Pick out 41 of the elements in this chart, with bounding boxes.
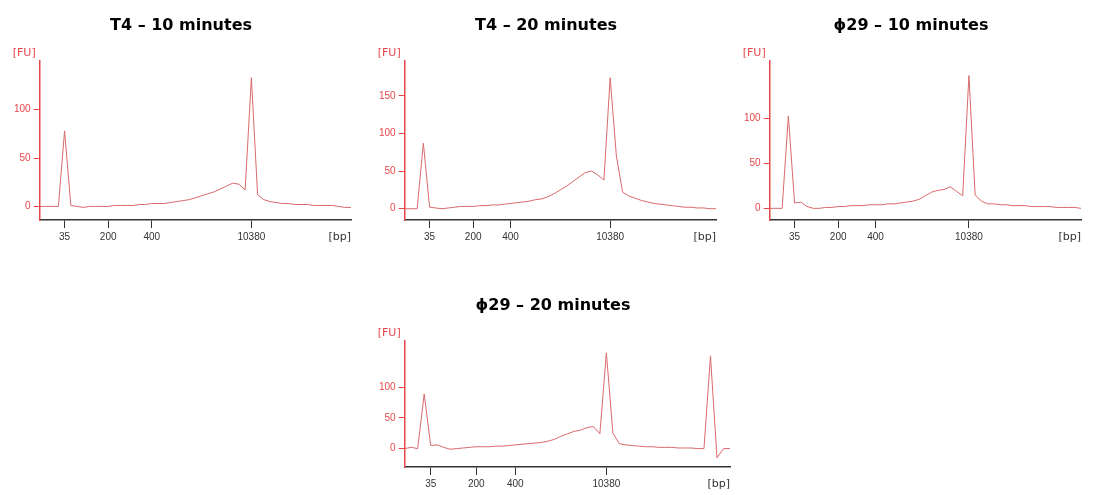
y-axis-title: [FU] <box>377 325 401 339</box>
x-tick-label: 400 <box>867 230 885 242</box>
y-tick-label: 100 <box>14 103 32 115</box>
x-tick-label: 400 <box>502 230 520 242</box>
x-tick-label: 200 <box>467 477 486 489</box>
y-tick-label: 50 <box>19 151 32 163</box>
x-tick-label: 35 <box>59 230 71 242</box>
y-tick-label: 0 <box>390 202 397 214</box>
x-tick-label: 10380 <box>596 230 625 242</box>
x-axis-title: [bp] <box>328 230 351 244</box>
y-axis-title: [FU] <box>377 45 401 59</box>
x-axis-title: [bp] <box>693 230 716 244</box>
x-tick-label: 200 <box>99 230 117 242</box>
y-tick-label: 50 <box>749 157 762 169</box>
chart-title: ϕ29 – 10 minutes <box>833 14 989 34</box>
y-tick-label: 50 <box>384 164 397 176</box>
x-tick-label: 35 <box>424 230 436 242</box>
x-tick-label: 400 <box>143 230 161 242</box>
y-axis-title: [FU] <box>742 45 766 59</box>
chart-title: T4 – 20 minutes <box>475 14 617 34</box>
y-tick-label: 150 <box>379 89 397 101</box>
x-axis-title: [bp] <box>1058 230 1081 244</box>
y-tick-label: 50 <box>384 411 397 423</box>
x-tick-label: 200 <box>829 230 847 242</box>
y-tick-label: 100 <box>744 112 762 124</box>
x-tick-label: 35 <box>789 230 801 242</box>
chart-title: T4 – 10 minutes <box>110 14 252 34</box>
y-tick-label: 0 <box>25 200 32 212</box>
x-tick-label: 35 <box>425 477 437 489</box>
y-tick-label: 100 <box>379 127 397 139</box>
x-tick-label: 400 <box>506 477 525 489</box>
x-tick-label: 200 <box>464 230 482 242</box>
chart-title: ϕ29 – 20 minutes <box>475 294 631 314</box>
x-axis-title: [bp] <box>707 477 730 491</box>
x-tick-label: 10380 <box>237 230 266 242</box>
x-tick-label: 10380 <box>955 230 984 242</box>
y-tick-label: 100 <box>379 380 397 392</box>
y-tick-label: 0 <box>755 202 762 214</box>
y-axis-title: [FU] <box>12 45 36 59</box>
x-tick-label: 10380 <box>592 477 621 489</box>
y-tick-label: 0 <box>390 442 397 454</box>
